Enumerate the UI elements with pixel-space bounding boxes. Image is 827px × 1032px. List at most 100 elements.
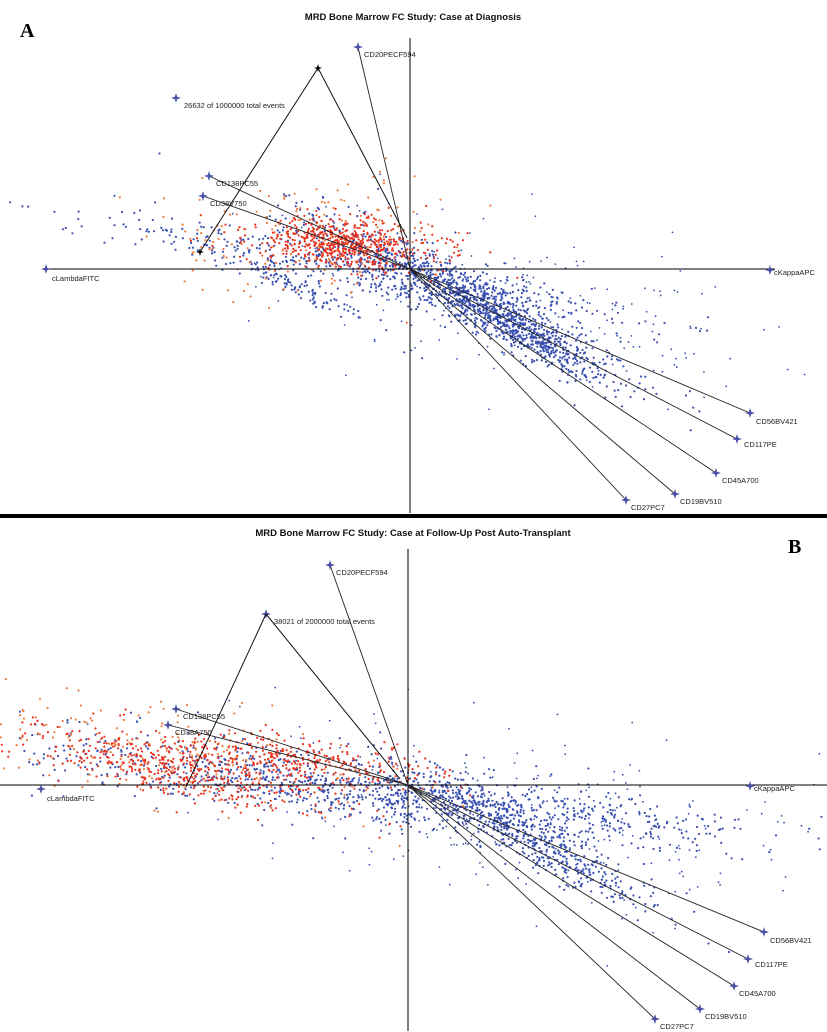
normal-cell-point	[566, 811, 569, 814]
normal-cell-point	[264, 234, 267, 238]
normal-cell-point	[418, 803, 421, 806]
plasma-cell-point	[323, 201, 326, 204]
normal-cell-point	[469, 812, 472, 815]
normal-cell-point	[357, 762, 360, 765]
normal-cell-point	[312, 292, 315, 295]
normal-cell-point	[456, 358, 458, 360]
normal-cell-point	[311, 294, 314, 297]
normal-cell-point	[413, 259, 416, 263]
normal-cell-point	[454, 265, 457, 268]
normal-cell-point	[300, 737, 302, 740]
normal-cell-point	[428, 253, 431, 256]
plasma-cell-point	[364, 222, 367, 225]
normal-cell-point	[213, 799, 216, 802]
normal-cell-point	[585, 341, 588, 344]
normal-cell-point	[311, 289, 314, 292]
normal-cell-point	[512, 310, 515, 313]
normal-cell-point	[438, 774, 441, 777]
plasma-cell-point	[288, 236, 292, 239]
normal-cell-point	[573, 881, 576, 884]
normal-cell-point	[8, 201, 12, 204]
normal-cell-point	[581, 372, 584, 375]
normal-cell-point	[522, 828, 525, 832]
plasma-cell-point	[420, 227, 423, 230]
normal-cell-point	[214, 737, 217, 740]
normal-cell-point	[478, 840, 481, 843]
plasma-cell-point	[344, 256, 347, 259]
normal-cell-point	[547, 830, 550, 833]
normal-cell-point	[652, 825, 655, 828]
normal-cell-point	[498, 807, 501, 810]
normal-cell-point	[278, 231, 281, 234]
normal-cell-point	[385, 810, 388, 813]
normal-cell-point	[542, 313, 546, 316]
normal-cell-point	[539, 827, 542, 830]
normal-cell-point	[160, 767, 163, 770]
normal-cell-point	[314, 805, 317, 808]
chart-title-a: MRD Bone Marrow FC Study: Case at Diagno…	[305, 12, 521, 23]
plasma-cell-point	[353, 226, 356, 229]
normal-cell-point	[273, 273, 276, 277]
normal-cell-point	[530, 825, 533, 828]
normal-cell-point	[590, 863, 593, 866]
normal-cell-point	[611, 879, 614, 882]
normal-cell-point	[733, 818, 737, 821]
normal-cell-point	[574, 339, 578, 342]
plasma-cell-point	[191, 251, 194, 255]
normal-cell-point	[613, 770, 616, 773]
normal-cell-point	[692, 406, 695, 409]
normal-cell-point	[673, 826, 676, 829]
normal-cell-point	[521, 847, 525, 850]
normal-cell-point	[579, 877, 583, 880]
normal-cell-point	[267, 765, 270, 768]
normal-cell-point	[373, 713, 375, 715]
normal-cell-point	[206, 779, 209, 782]
plasma-cell-point	[273, 241, 276, 244]
normal-cell-point	[454, 294, 457, 297]
normal-cell-point	[348, 805, 351, 808]
plasma-cell-point	[294, 232, 297, 235]
plasma-cell-point	[405, 321, 408, 324]
normal-cell-point	[582, 809, 585, 812]
normal-cell-point	[371, 802, 375, 805]
normal-cell-point	[365, 785, 368, 788]
normal-cell-point	[258, 247, 261, 250]
plasma-cell-point	[411, 241, 414, 244]
normal-cell-point	[158, 152, 161, 155]
normal-cell-point	[262, 276, 265, 279]
plasma-cell-point	[311, 238, 314, 241]
normal-cell-point	[516, 297, 519, 300]
normal-cell-point	[592, 340, 595, 343]
normal-cell-point	[612, 380, 615, 384]
normal-cell-point	[609, 808, 612, 811]
normal-cell-point	[520, 805, 523, 808]
normal-cell-point	[639, 794, 642, 797]
normal-cell-point	[599, 801, 602, 804]
normal-cell-point	[535, 337, 538, 340]
normal-cell-point	[411, 771, 414, 774]
normal-cell-point	[447, 302, 450, 305]
normal-cell-point	[170, 230, 173, 234]
normal-cell-point	[551, 334, 554, 337]
normal-cell-point	[446, 812, 449, 815]
normal-cell-point	[422, 772, 425, 775]
normal-cell-point	[430, 301, 433, 304]
normal-cell-point	[427, 269, 430, 272]
normal-cell-point	[495, 816, 498, 819]
normal-cell-point	[611, 363, 614, 366]
vector-label-cd19bv510: CD19BV510	[680, 497, 722, 506]
plasma-cell-point	[346, 183, 350, 186]
normal-cell-point	[535, 809, 538, 812]
normal-cell-point	[295, 801, 299, 804]
plasma-cell-point	[359, 219, 362, 222]
plasma-cell-point	[217, 238, 220, 241]
normal-cell-point	[536, 345, 539, 348]
plasma-cell-point	[271, 228, 274, 231]
plasma-cell-point	[384, 271, 387, 274]
plasma-cell-point	[323, 269, 326, 272]
normal-cell-point	[318, 788, 321, 791]
normal-cell-point	[278, 795, 281, 798]
normal-cell-point	[326, 797, 329, 800]
normal-cell-point	[280, 781, 283, 784]
normal-cell-point	[333, 256, 336, 259]
